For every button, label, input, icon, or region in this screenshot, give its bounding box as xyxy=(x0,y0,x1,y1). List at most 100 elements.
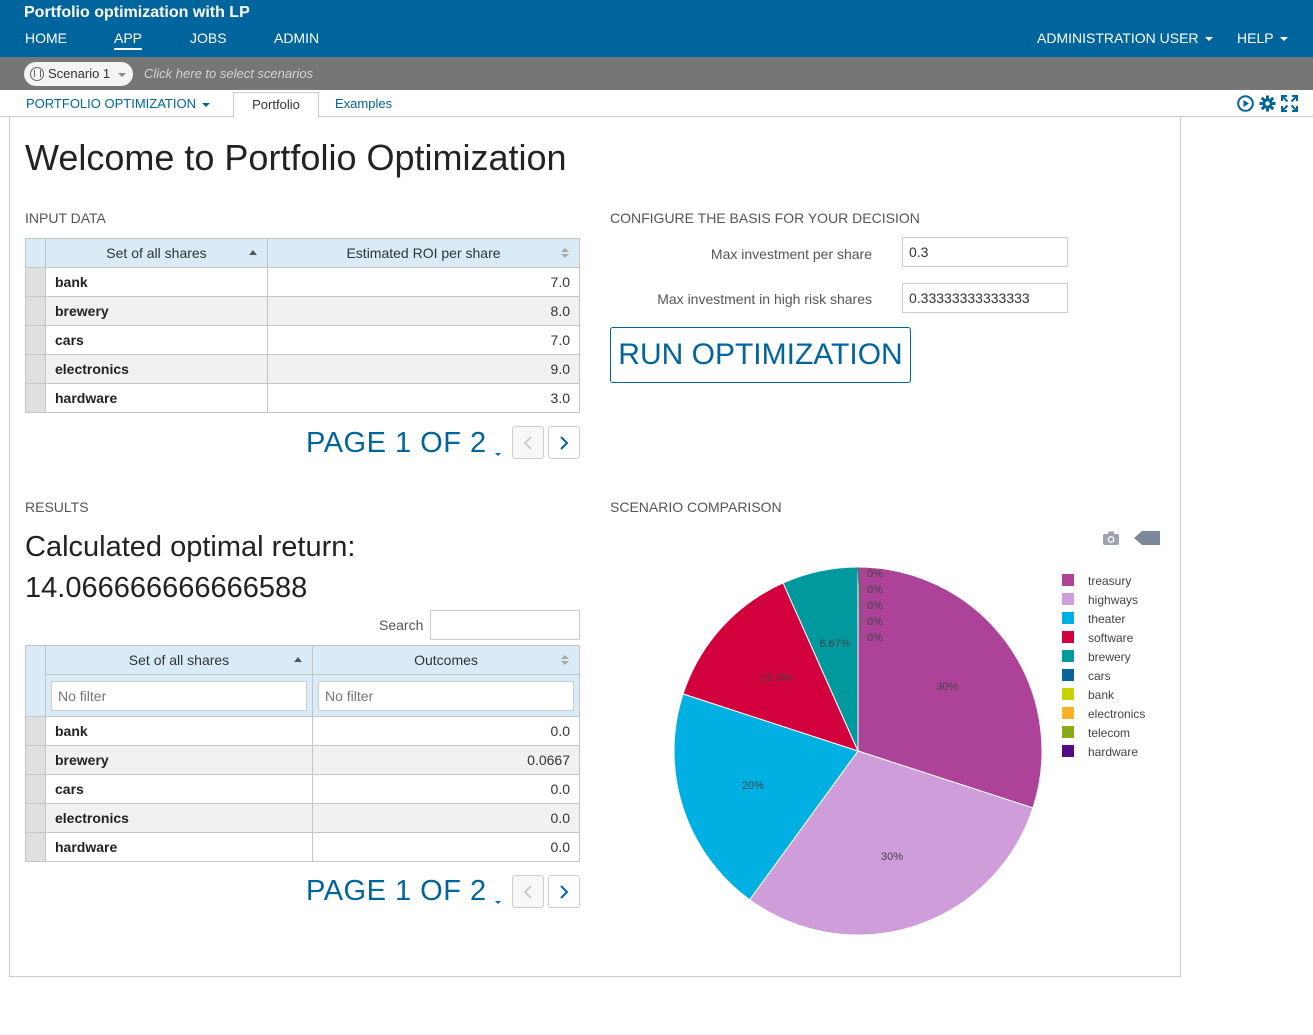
cell-outcome[interactable]: 0.0 xyxy=(312,716,580,746)
pie-leader-line-bank xyxy=(857,566,866,590)
table-row[interactable]: brewery 8.0 xyxy=(25,296,580,326)
row-header[interactable] xyxy=(25,774,46,804)
cell-share-name[interactable]: electronics xyxy=(45,354,268,384)
legend-item-highways[interactable]: highways xyxy=(1062,593,1138,607)
table-row[interactable]: cars 7.0 xyxy=(25,325,580,355)
cell-share-name[interactable]: bank xyxy=(45,716,313,746)
cell-share-name[interactable]: cars xyxy=(45,774,313,804)
fullscreen-icon[interactable] xyxy=(1281,95,1298,112)
nav-app[interactable]: APP xyxy=(114,30,143,50)
column-header-roi[interactable]: Estimated ROI per share xyxy=(267,238,580,268)
pie-slice-treasury[interactable] xyxy=(857,566,1043,809)
input-prev-page-button[interactable] xyxy=(512,426,544,459)
search-input[interactable] xyxy=(430,610,580,640)
column-header-shares[interactable]: Set of all shares xyxy=(45,238,268,268)
table-row[interactable]: bank 7.0 xyxy=(25,267,580,297)
pie-slice-theater[interactable] xyxy=(673,693,859,901)
results-prev-page-button[interactable] xyxy=(512,875,544,908)
legend-item-brewery[interactable]: brewery xyxy=(1062,650,1131,664)
help-menu[interactable]: HELP xyxy=(1237,30,1288,46)
pie-slice-software[interactable] xyxy=(682,582,859,752)
cell-share-name[interactable]: electronics xyxy=(45,803,313,833)
cell-share-name[interactable]: cars xyxy=(45,325,268,355)
row-header[interactable] xyxy=(25,745,46,775)
column-header-shares[interactable]: Set of all shares xyxy=(45,645,313,675)
run-optimization-button[interactable]: RUN OPTIMIZATION xyxy=(610,327,911,383)
legend-item-telecom[interactable]: telecom xyxy=(1062,726,1130,740)
row-header[interactable] xyxy=(25,383,46,413)
max-investment-high-risk-input[interactable] xyxy=(902,283,1068,313)
cell-outcome[interactable]: 0.0 xyxy=(312,832,580,862)
pie-slice-brewery[interactable] xyxy=(782,566,859,752)
user-menu[interactable]: ADMINISTRATION USER xyxy=(1037,30,1213,46)
chevron-down-icon xyxy=(494,901,501,904)
column-header-label: Outcomes xyxy=(414,652,478,668)
filter-outcomes-input[interactable] xyxy=(318,680,574,711)
filter-shares-input[interactable] xyxy=(51,680,307,711)
cell-outcome[interactable]: 0.0667 xyxy=(312,745,580,775)
tag-icon[interactable] xyxy=(1134,531,1160,545)
tab-examples[interactable]: Examples xyxy=(335,96,393,111)
results-next-page-button[interactable] xyxy=(548,875,580,908)
cell-share-name[interactable]: brewery xyxy=(45,745,313,775)
column-header-outcomes[interactable]: Outcomes xyxy=(312,645,580,675)
cell-share-name[interactable]: hardware xyxy=(45,383,268,413)
scenario-selector[interactable]: Scenario 1 xyxy=(24,62,133,86)
input-next-page-button[interactable] xyxy=(548,426,580,459)
row-header[interactable] xyxy=(25,354,46,384)
nav-home[interactable]: HOME xyxy=(25,30,67,46)
cell-share-name[interactable]: brewery xyxy=(45,296,268,326)
legend-item-treasury[interactable]: treasury xyxy=(1062,574,1131,588)
pie-slices xyxy=(673,566,1043,936)
table-row[interactable]: hardware 3.0 xyxy=(25,383,580,413)
legend-item-theater[interactable]: theater xyxy=(1062,612,1125,626)
legend-item-electronics[interactable]: electronics xyxy=(1062,707,1145,721)
table-row[interactable]: electronics 0.0 xyxy=(25,803,580,833)
results-pager-dropdown[interactable]: PAGE 1 OF 2 xyxy=(306,875,501,908)
pie-slice-highways[interactable] xyxy=(748,750,1034,936)
cell-roi[interactable]: 7.0 xyxy=(267,325,580,355)
cell-share-name[interactable]: bank xyxy=(45,267,268,297)
table-row[interactable]: bank 0.0 xyxy=(25,716,580,746)
play-circle-icon[interactable] xyxy=(1237,95,1254,112)
cell-outcome[interactable]: 0.0 xyxy=(312,774,580,804)
legend-item-cars[interactable]: cars xyxy=(1062,669,1111,683)
cell-roi[interactable]: 9.0 xyxy=(267,354,580,384)
tab-bar: PORTFOLIO OPTIMIZATION Portfolio Example… xyxy=(0,90,1313,118)
row-header-corner xyxy=(25,645,46,717)
legend-item-software[interactable]: software xyxy=(1062,631,1134,645)
column-header-label: Set of all shares xyxy=(106,245,207,261)
cell-roi[interactable]: 3.0 xyxy=(267,383,580,413)
chevron-down-icon xyxy=(201,102,210,107)
max-investment-per-share-input[interactable] xyxy=(902,237,1068,267)
gear-icon[interactable] xyxy=(1259,95,1276,112)
pie-label-software: 13.3% xyxy=(760,672,791,684)
tab-portfolio[interactable]: Portfolio xyxy=(233,92,319,118)
cell-roi[interactable]: 7.0 xyxy=(267,267,580,297)
user-menu-label: ADMINISTRATION USER xyxy=(1037,30,1199,46)
table-row[interactable]: electronics 9.0 xyxy=(25,354,580,384)
nav-jobs[interactable]: JOBS xyxy=(190,30,227,46)
legend-item-bank[interactable]: bank xyxy=(1062,688,1115,702)
row-header[interactable] xyxy=(25,716,46,746)
row-header[interactable] xyxy=(25,267,46,297)
cell-share-name[interactable]: hardware xyxy=(45,832,313,862)
nav-admin[interactable]: ADMIN xyxy=(274,30,320,46)
pie-label-telecom: 0% xyxy=(867,616,883,628)
row-header[interactable] xyxy=(25,296,46,326)
table-row[interactable]: hardware 0.0 xyxy=(25,832,580,862)
scenario-comparison-heading: SCENARIO COMPARISON xyxy=(610,499,782,515)
camera-icon[interactable] xyxy=(1102,530,1120,546)
results-heading: RESULTS xyxy=(25,499,89,515)
input-pager-dropdown[interactable]: PAGE 1 OF 2 xyxy=(306,427,501,460)
row-header[interactable] xyxy=(25,832,46,862)
tab-dropdown-portfolio-optimization[interactable]: PORTFOLIO OPTIMIZATION xyxy=(26,96,210,111)
row-header[interactable] xyxy=(25,325,46,355)
legend-item-hardware[interactable]: hardware xyxy=(1062,745,1138,759)
cell-roi[interactable]: 8.0 xyxy=(267,296,580,326)
table-row[interactable]: cars 0.0 xyxy=(25,774,580,804)
cell-outcome[interactable]: 0.0 xyxy=(312,803,580,833)
row-header[interactable] xyxy=(25,803,46,833)
table-row[interactable]: brewery 0.0667 xyxy=(25,745,580,775)
scenario-hint[interactable]: Click here to select scenarios xyxy=(144,66,314,81)
